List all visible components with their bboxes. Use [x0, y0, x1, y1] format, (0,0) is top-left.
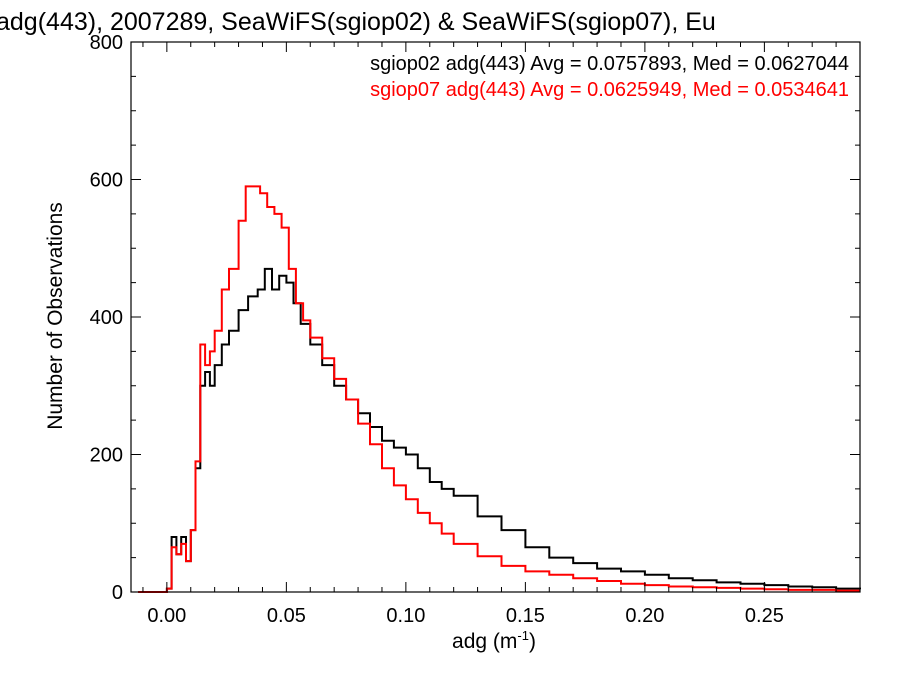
x-tick-label: 0.20	[625, 605, 664, 627]
legend: sgiop02 adg(443) Avg = 0.0757893, Med = …	[370, 53, 849, 101]
x-tick-label: 0.25	[745, 605, 784, 627]
legend-entry-sgiop07: sgiop07 adg(443) Avg = 0.0625949, Med = …	[370, 79, 849, 101]
x-axis-label: adg (m-1)	[452, 628, 536, 653]
y-tick-label: 200	[90, 445, 123, 467]
x-tick-label: 0.10	[386, 605, 425, 627]
plot-frame	[130, 41, 861, 593]
plot-area	[138, 185, 861, 593]
y-tick-label: 0	[112, 582, 123, 604]
x-axis-label-superscript: -1	[517, 628, 529, 643]
x-tick-label: 0.15	[506, 605, 545, 627]
legend-entry-sgiop02: sgiop02 adg(443) Avg = 0.0757893, Med = …	[370, 53, 849, 75]
x-axis-label-close: )	[529, 630, 536, 653]
x-tick-label: 0.00	[147, 605, 186, 627]
y-axis-label: Number of Observations	[44, 202, 67, 430]
chart-title: adg(443), 2007289, SeaWiFS(sgiop02) & Se…	[0, 8, 716, 36]
x-tick-label: 0.05	[267, 605, 306, 627]
x-axis-label-main: adg (m	[452, 630, 517, 653]
axes: 0.00 0.05 0.10 0.15 0.20 0.25 0 200 400 600 800	[90, 32, 861, 627]
series-line-sgiop07	[138, 185, 860, 593]
series-line-sgiop02	[138, 267, 861, 593]
y-tick-label: 600	[90, 170, 123, 192]
y-tick-label: 400	[90, 307, 123, 329]
y-tick-label: 800	[90, 32, 123, 54]
